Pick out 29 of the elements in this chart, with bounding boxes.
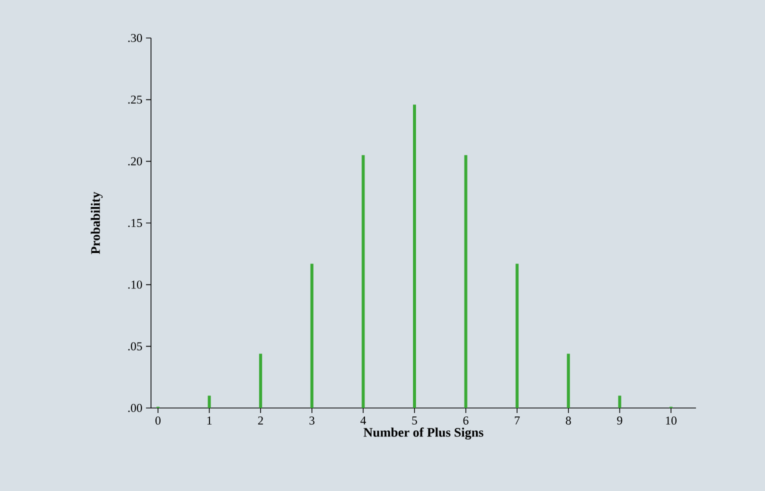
x-tick-label: 2 <box>258 416 263 424</box>
y-tick-label: .25 <box>128 96 142 104</box>
bar <box>362 155 365 408</box>
y-axis-title: Probability <box>90 192 103 254</box>
x-tick-label: 9 <box>617 416 622 425</box>
x-tick-label: 8 <box>566 416 571 425</box>
x-tick-label: 7 <box>514 416 520 424</box>
y-tick-label: .30 <box>128 34 142 42</box>
bar <box>259 354 262 408</box>
y-tick-label: .15 <box>128 218 142 228</box>
x-tick-label: 4 <box>360 416 366 424</box>
x-axis-title: Number of Plus Signs <box>364 427 484 440</box>
x-tick-label: 5 <box>412 416 418 424</box>
x-tick-label: 0 <box>155 416 161 425</box>
y-tick-label: .10 <box>128 280 142 289</box>
x-tick-label: 6 <box>463 416 468 425</box>
bar <box>208 396 211 408</box>
bar <box>413 104 416 408</box>
y-tick-label: .20 <box>128 157 142 166</box>
bar <box>464 155 468 408</box>
bar <box>618 396 622 408</box>
x-tick-label: 10 <box>666 416 677 425</box>
bar <box>566 354 570 408</box>
x-tick-label: 3 <box>309 416 314 425</box>
x-tick-label: 1 <box>207 416 212 424</box>
bar <box>516 264 519 408</box>
y-tick-label: .05 <box>128 342 142 350</box>
y-tick-label: .00 <box>128 404 142 412</box>
bar <box>310 264 314 408</box>
